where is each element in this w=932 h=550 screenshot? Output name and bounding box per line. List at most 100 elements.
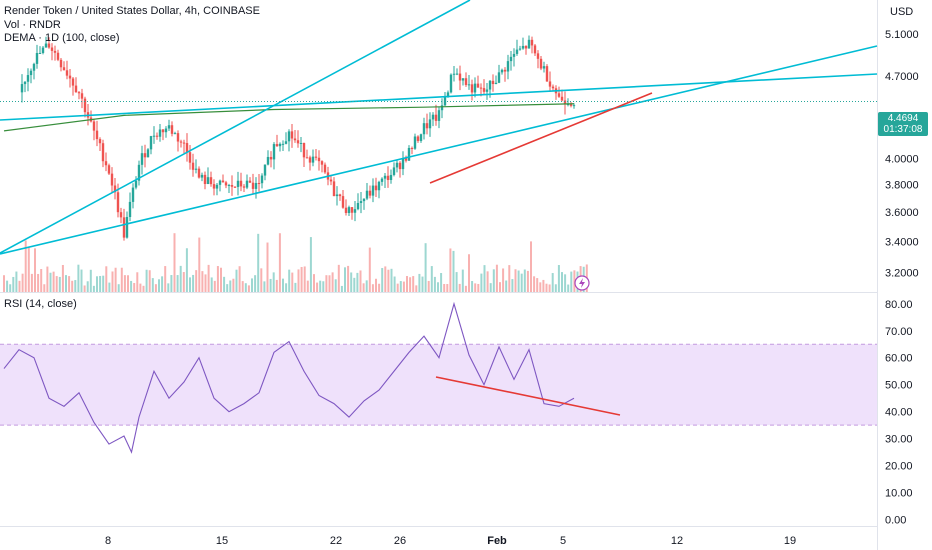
volume-bar (399, 281, 402, 292)
candle-body (98, 139, 102, 144)
candle-body (257, 183, 261, 185)
candle-body (110, 173, 114, 186)
candle-body (50, 47, 54, 51)
candle-body (524, 45, 528, 49)
volume-bar (117, 284, 120, 292)
volume-bar (412, 276, 415, 292)
candle-body (116, 192, 120, 213)
candle-body (566, 104, 570, 106)
time-tick-label: 22 (330, 535, 342, 547)
candle-body (176, 133, 180, 142)
volume-bar (415, 285, 418, 292)
candle-body (401, 158, 405, 170)
volume-bar (266, 242, 269, 292)
candle-body (125, 216, 129, 238)
candle-body (269, 156, 273, 160)
candle-body (335, 194, 339, 197)
candle-body (413, 136, 417, 149)
candle-body (113, 185, 117, 193)
volume-bar (195, 270, 198, 292)
volume-bar (551, 273, 554, 292)
candle-body (41, 47, 45, 53)
volume-bar (189, 277, 191, 292)
volume-bar (148, 270, 151, 292)
candle-body (83, 98, 87, 113)
price-tick-label: 4.0000 (885, 153, 919, 165)
candle-body (506, 61, 510, 72)
volume-bar (319, 280, 322, 292)
volume-bar (145, 269, 148, 292)
candle-body (533, 45, 537, 54)
volume-bar (173, 233, 176, 292)
candle-body (155, 135, 159, 137)
volume-bar (573, 270, 576, 292)
volume-bar (257, 233, 260, 292)
volume-bar (251, 278, 253, 292)
volume-bar (533, 276, 536, 292)
candle-body (356, 203, 360, 210)
candle-body (296, 140, 300, 144)
volume-bar (427, 280, 430, 292)
currency-label[interactable]: USD (890, 6, 914, 18)
candle-body (143, 153, 147, 158)
volume-bar (440, 273, 443, 292)
candle-body (122, 217, 126, 238)
candle-body (305, 157, 309, 159)
volume-bar (303, 266, 306, 292)
candle-body (104, 161, 108, 166)
volume-bar (492, 269, 495, 292)
volume-bar (244, 283, 247, 292)
candle-body (512, 53, 516, 57)
candle-body (77, 92, 81, 94)
candle-body (449, 74, 453, 93)
candle-layer (20, 35, 576, 241)
candle-body (107, 165, 111, 174)
candle-body (203, 174, 207, 185)
symbol-title: Render Token / United States Dollar, 4h,… (4, 5, 260, 17)
candle-body (308, 157, 312, 163)
volume-bar (123, 275, 126, 292)
volume-bar (402, 281, 405, 292)
volume-bar (468, 254, 470, 292)
candle-body (461, 78, 465, 81)
volume-bar (99, 275, 102, 292)
candle-body (422, 123, 426, 135)
volume-bar (371, 284, 374, 292)
price-tick-label: 4.7000 (885, 71, 919, 83)
price-tick-label: 3.2000 (885, 267, 919, 279)
volume-bar (89, 269, 92, 292)
candle-body (497, 72, 501, 83)
volume-bar (288, 269, 291, 292)
volume-bar (260, 268, 263, 292)
candle-body (287, 131, 291, 142)
candle-body (59, 59, 63, 68)
candle-body (515, 49, 519, 54)
candle-body (230, 185, 234, 187)
candle-body (290, 131, 294, 139)
volume-bar (430, 266, 433, 292)
candle-body (299, 142, 303, 144)
volume-bar (111, 271, 114, 292)
volume-bar (483, 265, 486, 292)
volume-bar (151, 278, 154, 292)
volume-bar (368, 247, 371, 292)
candle-body (221, 180, 225, 183)
candle-body (500, 69, 504, 73)
candle-body (35, 52, 39, 64)
volume-bar (65, 275, 67, 292)
volume-bar (27, 247, 30, 292)
rsi-divergence-line (435, 376, 621, 416)
volume-bar (548, 284, 551, 292)
volume-bar (449, 248, 452, 292)
rsi-tick-label: 40.00 (885, 407, 913, 419)
volume-bar (474, 283, 477, 292)
candle-body (374, 185, 378, 191)
candle-body (95, 130, 99, 140)
volume-bar (508, 265, 511, 292)
candle-body (452, 73, 456, 75)
candle-body (431, 114, 435, 120)
candle-body (509, 56, 513, 62)
candle-body (344, 207, 348, 213)
candle-body (68, 75, 72, 79)
